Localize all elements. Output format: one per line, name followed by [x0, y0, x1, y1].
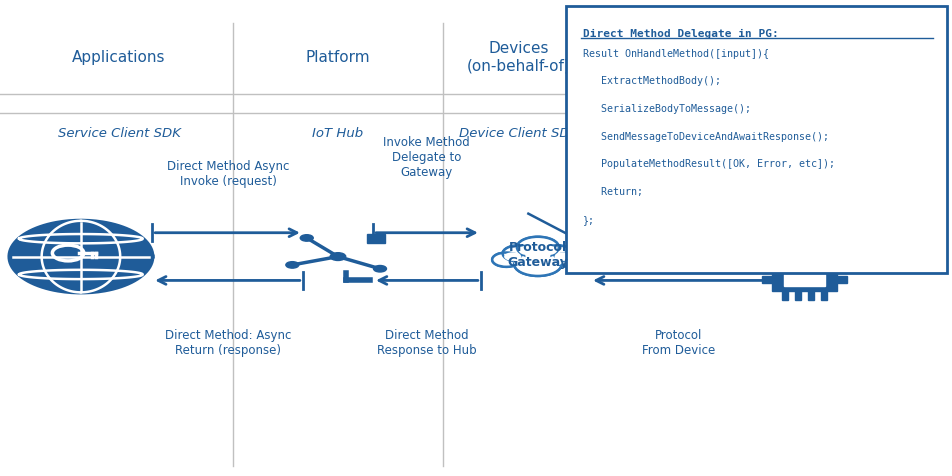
Circle shape	[492, 253, 521, 268]
Text: SerializeBodyToMessage();: SerializeBodyToMessage();	[583, 104, 750, 114]
Text: };: };	[583, 214, 595, 224]
Text: Direct Method
Response to Hub: Direct Method Response to Hub	[377, 328, 476, 357]
Text: Return;: Return;	[583, 187, 643, 197]
FancyBboxPatch shape	[837, 257, 846, 263]
Circle shape	[541, 246, 573, 262]
Circle shape	[518, 238, 558, 258]
FancyBboxPatch shape	[367, 234, 386, 243]
Text: SendMessageToDeviceAndAwaitResponse();: SendMessageToDeviceAndAwaitResponse();	[583, 131, 828, 141]
FancyBboxPatch shape	[783, 227, 825, 287]
FancyBboxPatch shape	[763, 277, 772, 283]
Text: Direct Method Delegate in PG:: Direct Method Delegate in PG:	[583, 29, 779, 39]
Text: Platform: Platform	[306, 50, 370, 65]
FancyBboxPatch shape	[795, 214, 802, 223]
Text: PopulateMethodResult([OK, Error, etc]);: PopulateMethodResult([OK, Error, etc]);	[583, 159, 835, 169]
Text: Invoke Method
Delegate to
Gateway: Invoke Method Delegate to Gateway	[383, 136, 470, 178]
Circle shape	[286, 262, 299, 268]
Text: Applications: Applications	[72, 50, 166, 65]
FancyBboxPatch shape	[763, 257, 772, 263]
FancyBboxPatch shape	[763, 247, 772, 253]
Circle shape	[526, 250, 550, 262]
FancyBboxPatch shape	[837, 247, 846, 253]
Text: Device Client SDK: Device Client SDK	[459, 127, 579, 140]
Circle shape	[514, 253, 562, 277]
Circle shape	[517, 237, 559, 258]
FancyBboxPatch shape	[782, 214, 788, 223]
Circle shape	[538, 246, 557, 256]
Circle shape	[542, 246, 572, 262]
Circle shape	[514, 258, 531, 267]
Circle shape	[300, 235, 313, 242]
Text: Protocol
From Device: Protocol From Device	[643, 328, 715, 357]
FancyBboxPatch shape	[807, 291, 814, 300]
FancyBboxPatch shape	[837, 236, 846, 243]
Circle shape	[10, 221, 152, 293]
FancyBboxPatch shape	[763, 267, 772, 273]
Circle shape	[373, 266, 387, 272]
Circle shape	[556, 253, 583, 267]
Circle shape	[555, 253, 584, 268]
FancyBboxPatch shape	[821, 214, 827, 223]
FancyBboxPatch shape	[837, 277, 846, 283]
Circle shape	[515, 253, 561, 276]
Circle shape	[493, 253, 520, 267]
Text: Service Client SDK: Service Client SDK	[57, 127, 181, 140]
FancyBboxPatch shape	[772, 223, 837, 291]
FancyBboxPatch shape	[821, 291, 827, 300]
FancyBboxPatch shape	[566, 7, 947, 274]
FancyBboxPatch shape	[807, 214, 814, 223]
Text: Devices
(on-behalf-of): Devices (on-behalf-of)	[467, 41, 570, 73]
Text: Result OnHandleMethod([input]){: Result OnHandleMethod([input]){	[583, 49, 768, 59]
FancyBboxPatch shape	[782, 291, 788, 300]
Circle shape	[503, 246, 535, 262]
Circle shape	[504, 246, 534, 262]
Text: ExtractMethodBody();: ExtractMethodBody();	[583, 76, 721, 86]
Circle shape	[545, 258, 562, 267]
Circle shape	[554, 253, 571, 261]
Text: Protocol
To Device: Protocol To Device	[650, 155, 707, 183]
Text: Direct Method Async
Invoke (request): Direct Method Async Invoke (request)	[168, 160, 289, 188]
Circle shape	[505, 253, 521, 261]
Text: IoT Hub: IoT Hub	[312, 127, 364, 140]
Circle shape	[330, 253, 346, 261]
FancyBboxPatch shape	[795, 291, 802, 300]
Text: Direct Method: Async
Return (response): Direct Method: Async Return (response)	[166, 328, 291, 357]
Text: Protocol
Gateway: Protocol Gateway	[507, 241, 568, 268]
FancyBboxPatch shape	[837, 267, 846, 273]
FancyBboxPatch shape	[763, 236, 772, 243]
Circle shape	[519, 246, 538, 256]
